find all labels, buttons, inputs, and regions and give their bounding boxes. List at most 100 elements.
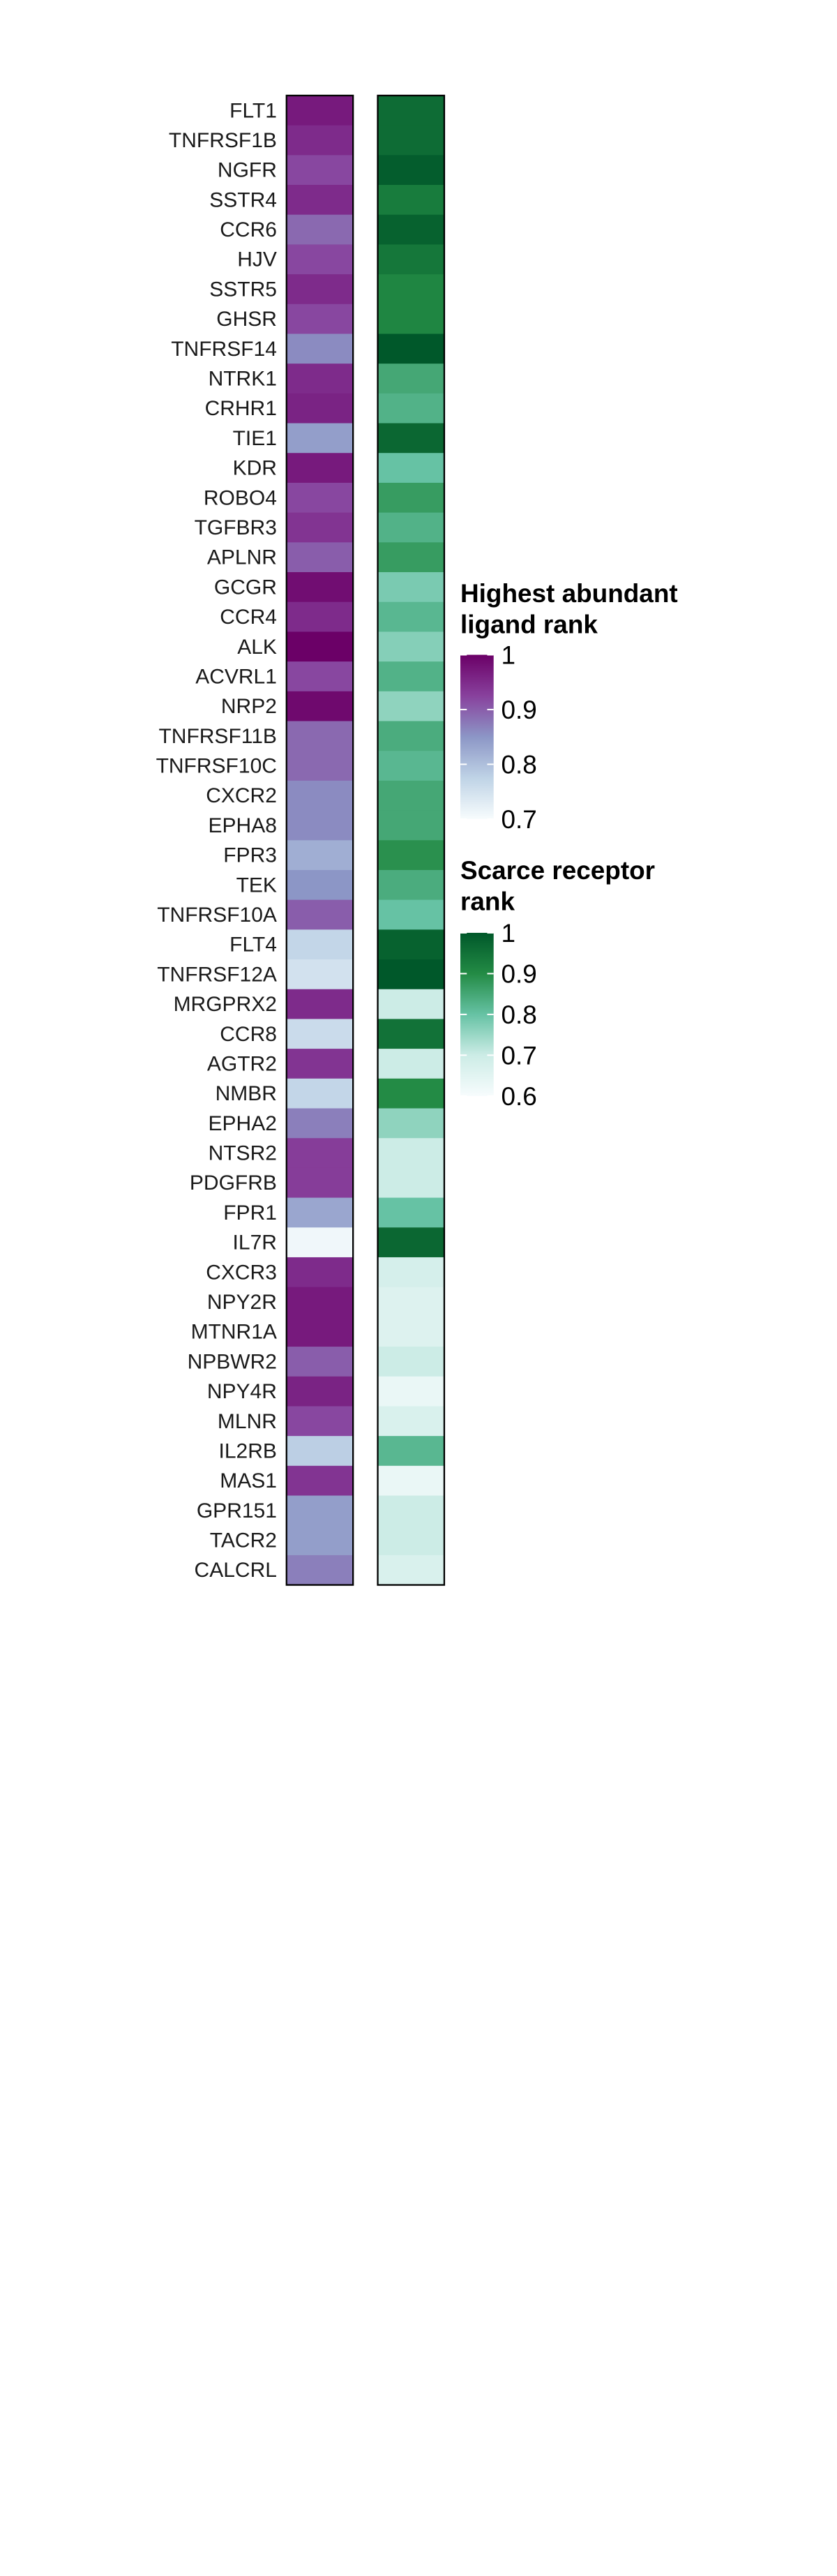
ligand-cell <box>286 631 354 663</box>
ligand-cell <box>286 721 354 752</box>
gene-label: EPHA2 <box>209 1112 277 1135</box>
gene-label: NPBWR2 <box>188 1350 277 1373</box>
gene-label: CXCR3 <box>206 1261 277 1284</box>
ligand-cell <box>286 155 354 186</box>
gene-label: NTRK1 <box>209 368 277 391</box>
receptor-cell <box>377 631 444 663</box>
receptor-cell <box>377 1108 444 1139</box>
legend-tick-label: 1 <box>501 919 515 948</box>
ligand-cell <box>286 1049 354 1079</box>
gene-label: TNFRSF10A <box>157 904 277 927</box>
gene-label: CALCRL <box>195 1559 277 1582</box>
receptor-cell <box>377 1525 444 1556</box>
ligand-cell <box>286 1287 354 1318</box>
receptor-cell <box>377 1197 444 1229</box>
ligand-cell <box>286 1257 354 1288</box>
gene-label: GHSR <box>216 308 277 331</box>
legend-tick-label: 1 <box>501 641 515 670</box>
receptor-cell <box>377 1078 444 1109</box>
heatmap-figure: FLT1 TNFRSF1B NGFR SSTR4 CCR6 HJV SSTR5 GHSR TNF… <box>156 94 678 1586</box>
ligand-cell <box>286 840 354 871</box>
ligand-cell <box>286 214 354 246</box>
gene-label: CXCR2 <box>206 784 277 807</box>
gene-label: MAS1 <box>220 1469 277 1492</box>
gene-label: TACR2 <box>210 1529 277 1552</box>
receptor-cell <box>377 1555 444 1586</box>
legend-tick-label: 0.7 <box>501 805 536 834</box>
receptor-cell <box>377 95 444 126</box>
receptor-cell <box>377 1317 444 1347</box>
gene-label: NPY2R <box>207 1291 277 1314</box>
receptor-cell <box>377 721 444 752</box>
receptor-cell <box>377 185 444 216</box>
gene-label: TNFRSF1B <box>169 129 277 152</box>
ligand-cell <box>286 691 354 722</box>
ligand-cell <box>286 364 354 394</box>
gene-label: FLT1 <box>229 99 277 122</box>
gene-label: NMBR <box>216 1082 277 1105</box>
ligand-cell <box>286 542 354 573</box>
ligand-cell <box>286 1347 354 1377</box>
legend-tick-label: 0.9 <box>501 696 536 724</box>
ligand-cell <box>286 1138 354 1169</box>
ligand-cell <box>286 512 354 544</box>
ligand-cell <box>286 1019 354 1050</box>
gene-label: NTSR2 <box>209 1142 277 1165</box>
receptor-cell <box>377 1465 444 1497</box>
receptor-cell <box>377 1406 444 1437</box>
legend-title: Scarce receptor <box>460 856 655 885</box>
receptor-rank-column <box>377 95 444 1586</box>
gene-label: MLNR <box>218 1410 277 1433</box>
ligand-cell <box>286 780 354 811</box>
ligand-cell <box>286 1227 354 1258</box>
gene-label: GCGR <box>214 576 277 599</box>
receptor-cell <box>377 453 444 484</box>
receptor-cell <box>377 364 444 394</box>
gene-label: CCR6 <box>220 218 277 241</box>
gene-label: FPR1 <box>223 1201 277 1225</box>
receptor-cell <box>377 1287 444 1318</box>
gene-label: CRHR1 <box>205 397 277 420</box>
receptor-cell <box>377 661 444 692</box>
ligand-column-border <box>285 94 354 1586</box>
ligand-cell <box>286 869 354 901</box>
receptor-cell <box>377 482 444 514</box>
ligand-cell <box>286 601 354 633</box>
receptor-rank-legend: Scarce receptor rank 1 0.9 0.8 0.7 0.6 <box>460 856 655 1111</box>
gene-label: FPR3 <box>223 844 277 867</box>
ligand-cell <box>286 334 354 365</box>
gene-label: TIE1 <box>233 427 277 450</box>
ligand-cell <box>286 453 354 484</box>
receptor-cell <box>377 334 444 365</box>
ligand-cell <box>286 1525 354 1556</box>
legend-tick-label: 0.6 <box>501 1082 536 1111</box>
receptor-cell <box>377 1227 444 1258</box>
receptor-cell <box>377 423 444 454</box>
legend-title: rank <box>460 888 515 916</box>
gene-label: AGTR2 <box>207 1052 277 1075</box>
receptor-cell <box>377 125 444 156</box>
gene-label: TNFRSF14 <box>171 338 277 361</box>
receptor-cell <box>377 810 444 841</box>
ligand-cell <box>286 482 354 514</box>
receptor-column-border <box>377 94 446 1586</box>
receptor-cell <box>377 1347 444 1377</box>
receptor-cell <box>377 899 444 931</box>
gene-label: MRGPRX2 <box>174 993 277 1016</box>
gene-label: EPHA8 <box>209 814 277 837</box>
gene-label: SSTR5 <box>209 278 277 301</box>
gene-label: SSTR4 <box>209 188 277 211</box>
gene-label: ACVRL1 <box>195 665 277 688</box>
receptor-cell <box>377 1167 444 1199</box>
gene-label: GPR151 <box>197 1499 277 1522</box>
ligand-cell <box>286 125 354 156</box>
receptor-cell <box>377 1138 444 1169</box>
ligand-cell <box>286 929 354 960</box>
receptor-cell <box>377 1049 444 1079</box>
ligand-cell <box>286 989 354 1020</box>
ligand-cell <box>286 1555 354 1586</box>
ligand-cell <box>286 95 354 126</box>
receptor-cell <box>377 780 444 811</box>
receptor-cell <box>377 691 444 722</box>
